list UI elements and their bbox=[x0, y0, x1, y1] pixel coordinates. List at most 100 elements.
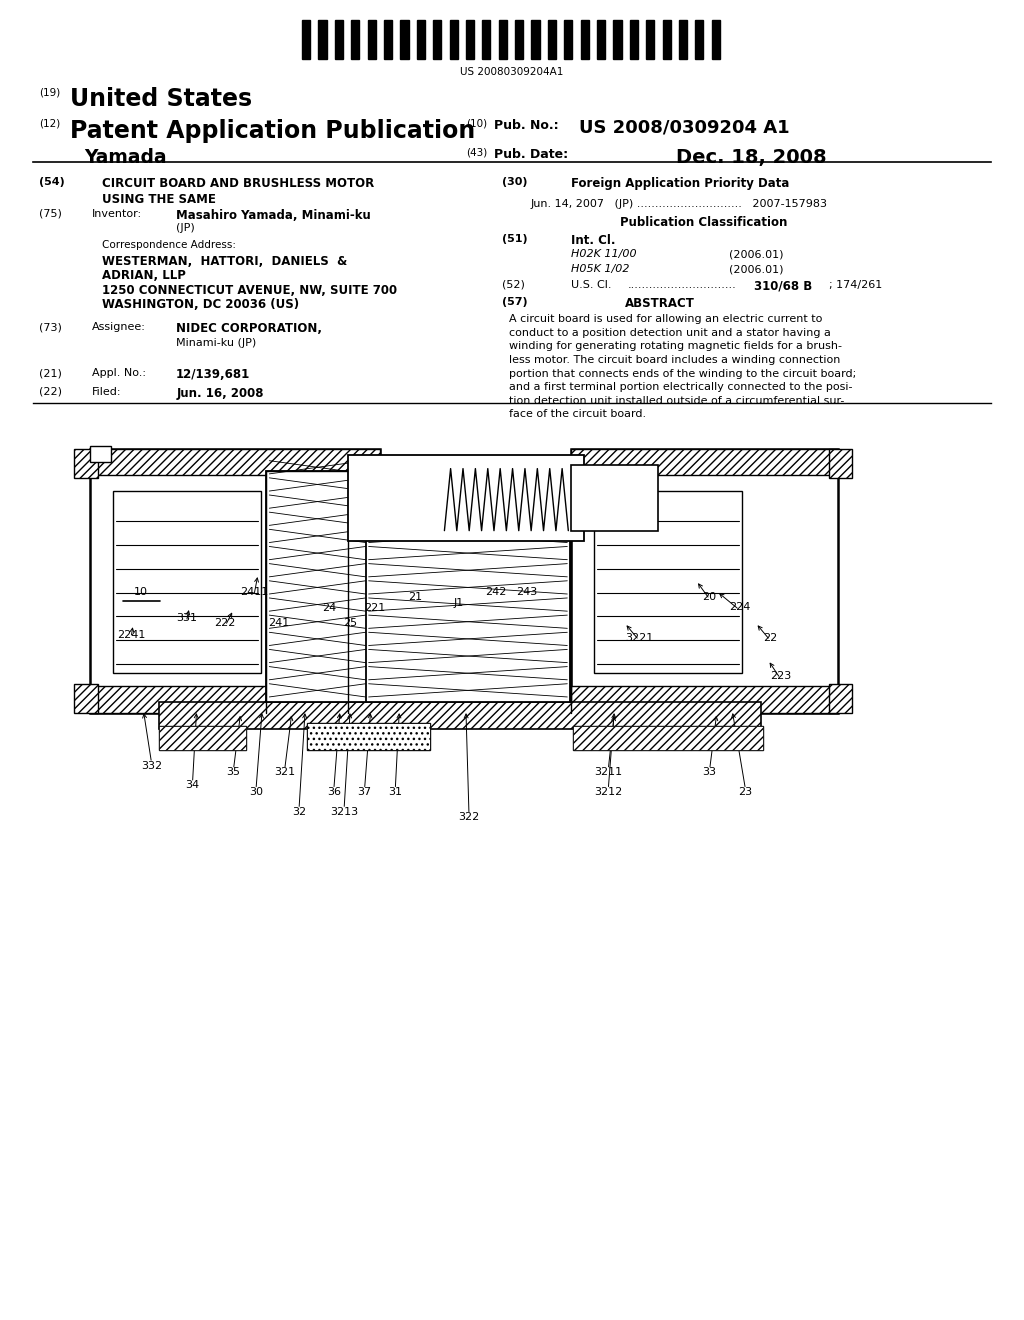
Bar bbox=[351, 20, 359, 59]
Text: US 2008/0309204 A1: US 2008/0309204 A1 bbox=[579, 119, 790, 137]
Text: Appl. No.:: Appl. No.: bbox=[92, 368, 146, 379]
Text: Masahiro Yamada, Minami-ku: Masahiro Yamada, Minami-ku bbox=[176, 209, 371, 222]
Text: 3211: 3211 bbox=[594, 767, 623, 777]
Bar bbox=[318, 20, 327, 59]
Bar bbox=[348, 455, 584, 541]
Text: (52): (52) bbox=[502, 280, 524, 290]
Text: 223: 223 bbox=[770, 671, 791, 681]
Bar bbox=[515, 20, 523, 59]
Bar bbox=[597, 20, 605, 59]
Text: (75): (75) bbox=[39, 209, 61, 219]
Text: 331: 331 bbox=[176, 614, 197, 623]
Bar bbox=[499, 20, 507, 59]
Text: USING THE SAME: USING THE SAME bbox=[102, 193, 216, 206]
Text: 241: 241 bbox=[268, 618, 289, 628]
Bar bbox=[573, 726, 763, 750]
Text: Assignee:: Assignee: bbox=[92, 322, 146, 333]
Bar bbox=[571, 686, 838, 713]
Text: (JP): (JP) bbox=[176, 223, 195, 234]
Bar bbox=[302, 20, 310, 59]
Text: Inventor:: Inventor: bbox=[92, 209, 142, 219]
Bar bbox=[695, 20, 703, 59]
Bar bbox=[829, 684, 852, 713]
Text: 2411: 2411 bbox=[240, 587, 268, 597]
Text: 243: 243 bbox=[516, 587, 537, 597]
Text: (51): (51) bbox=[502, 234, 527, 244]
Text: 25: 25 bbox=[343, 618, 357, 628]
Text: 31: 31 bbox=[388, 787, 402, 797]
Text: (54): (54) bbox=[39, 177, 65, 187]
Bar bbox=[630, 20, 638, 59]
Text: (21): (21) bbox=[39, 368, 61, 379]
Text: 310/68 B: 310/68 B bbox=[754, 280, 812, 293]
Text: (10): (10) bbox=[466, 119, 487, 129]
Text: Dec. 18, 2008: Dec. 18, 2008 bbox=[676, 148, 826, 166]
Text: 322: 322 bbox=[459, 812, 479, 822]
Bar bbox=[450, 20, 458, 59]
Text: H02K 11/00: H02K 11/00 bbox=[571, 249, 637, 260]
Text: Int. Cl.: Int. Cl. bbox=[571, 234, 615, 247]
Text: 24: 24 bbox=[323, 603, 337, 612]
Bar bbox=[663, 20, 671, 59]
Text: 30: 30 bbox=[249, 787, 263, 797]
Text: (30): (30) bbox=[502, 177, 527, 187]
Text: WASHINGTON, DC 20036 (US): WASHINGTON, DC 20036 (US) bbox=[102, 298, 300, 312]
Bar bbox=[90, 446, 111, 462]
Bar bbox=[384, 20, 392, 59]
Text: Pub. Date:: Pub. Date: bbox=[494, 148, 567, 161]
Text: 33: 33 bbox=[702, 767, 717, 777]
Bar bbox=[159, 726, 246, 750]
Text: J1: J1 bbox=[454, 598, 464, 607]
Text: 10: 10 bbox=[134, 587, 148, 597]
Text: (2006.01): (2006.01) bbox=[729, 264, 783, 275]
Text: NIDEC CORPORATION,: NIDEC CORPORATION, bbox=[176, 322, 323, 335]
Text: 23: 23 bbox=[738, 787, 753, 797]
Text: 242: 242 bbox=[485, 587, 506, 597]
Bar bbox=[159, 702, 761, 729]
Text: 321: 321 bbox=[274, 767, 295, 777]
Text: (22): (22) bbox=[39, 387, 61, 397]
Text: Correspondence Address:: Correspondence Address: bbox=[102, 240, 237, 251]
Bar bbox=[581, 20, 589, 59]
Bar bbox=[531, 20, 540, 59]
Bar bbox=[482, 20, 490, 59]
Text: 3221: 3221 bbox=[625, 632, 653, 643]
Text: Jun. 14, 2007   (JP) .............................   2007-157983: Jun. 14, 2007 (JP) .....................… bbox=[530, 199, 827, 210]
Bar bbox=[335, 20, 343, 59]
Text: 37: 37 bbox=[357, 787, 372, 797]
Text: 34: 34 bbox=[185, 780, 200, 791]
Bar bbox=[90, 449, 380, 475]
Text: Publication Classification: Publication Classification bbox=[620, 216, 786, 230]
Text: 3212: 3212 bbox=[594, 787, 623, 797]
Text: ADRIAN, LLP: ADRIAN, LLP bbox=[102, 269, 186, 282]
Bar bbox=[571, 465, 658, 531]
Bar bbox=[679, 20, 687, 59]
Bar bbox=[307, 723, 430, 750]
Bar bbox=[573, 726, 763, 750]
Bar bbox=[433, 20, 441, 59]
Text: A circuit board is used for allowing an electric current to
conduct to a positio: A circuit board is used for allowing an … bbox=[509, 314, 856, 420]
Text: Patent Application Publication: Patent Application Publication bbox=[70, 119, 475, 143]
Text: U.S. Cl.: U.S. Cl. bbox=[571, 280, 612, 290]
Bar bbox=[159, 726, 246, 750]
Bar bbox=[74, 684, 98, 713]
Text: 36: 36 bbox=[327, 787, 341, 797]
Text: (19): (19) bbox=[39, 87, 60, 98]
Text: Yamada: Yamada bbox=[84, 148, 167, 166]
Text: ; 174/261: ; 174/261 bbox=[829, 280, 883, 290]
Text: (12): (12) bbox=[39, 119, 60, 129]
Text: 22: 22 bbox=[763, 632, 777, 643]
Bar bbox=[417, 20, 425, 59]
Bar bbox=[90, 449, 380, 713]
Text: 12/139,681: 12/139,681 bbox=[176, 368, 251, 381]
Text: Jun. 16, 2008: Jun. 16, 2008 bbox=[176, 387, 263, 400]
Text: 21: 21 bbox=[408, 593, 422, 602]
Text: CIRCUIT BOARD AND BRUSHLESS MOTOR: CIRCUIT BOARD AND BRUSHLESS MOTOR bbox=[102, 177, 375, 190]
Text: ABSTRACT: ABSTRACT bbox=[625, 297, 694, 310]
Text: 3213: 3213 bbox=[330, 807, 358, 817]
Bar bbox=[266, 471, 369, 702]
Text: WESTERMAN,  HATTORI,  DANIELS  &: WESTERMAN, HATTORI, DANIELS & bbox=[102, 255, 348, 268]
Text: (73): (73) bbox=[39, 322, 61, 333]
Bar bbox=[548, 20, 556, 59]
Text: 20: 20 bbox=[702, 591, 717, 602]
